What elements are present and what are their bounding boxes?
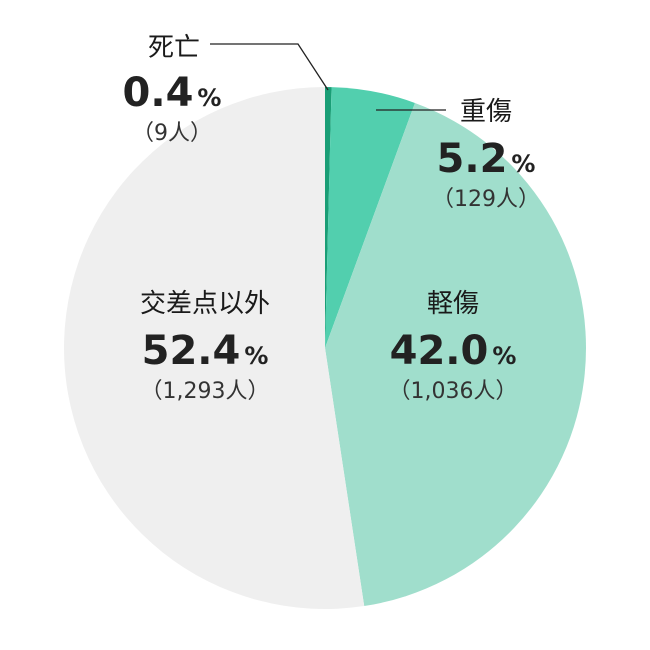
slice-percent-minor: 42.0% (390, 328, 517, 374)
slice-count-death: （9人） (132, 121, 212, 146)
pie-slice-death (325, 87, 332, 348)
slice-percent-death: 0.4% (123, 70, 222, 116)
pie-slices (63, 87, 587, 609)
slice-count-serious: （129人） (432, 187, 540, 212)
pie-slice-serious (325, 87, 415, 348)
slice-label-non-intersection: 交差点以外 (140, 289, 270, 319)
slice-percent-non-intersection: 52.4% (142, 328, 269, 374)
slice-count-minor: （1,036人） (389, 379, 518, 404)
pie-slice-minor (325, 102, 587, 607)
slice-count-non-intersection: （1,293人） (141, 379, 270, 404)
slice-label-minor: 軽傷 (427, 289, 479, 319)
slice-percent-serious: 5.2% (437, 136, 536, 182)
slice-label-death: 死亡 (148, 33, 200, 63)
slice-label-serious: 重傷 (460, 97, 512, 127)
pie-slice-non-intersection (63, 87, 365, 609)
leader-line-death (210, 43, 329, 91)
